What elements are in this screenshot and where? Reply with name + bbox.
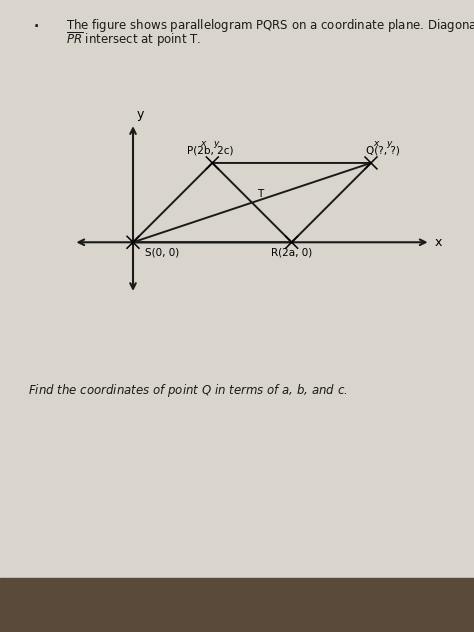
Text: T: T xyxy=(257,188,263,198)
Text: y: y xyxy=(136,108,144,121)
Text: x: x xyxy=(435,236,442,249)
Text: P(2b, 2c): P(2b, 2c) xyxy=(187,146,234,156)
Text: R(2a, 0): R(2a, 0) xyxy=(271,247,312,257)
Text: $\overline{PR}$ intersect at point T.: $\overline{PR}$ intersect at point T. xyxy=(66,30,202,49)
Text: .: . xyxy=(33,16,38,30)
Text: S(0, 0): S(0, 0) xyxy=(145,247,179,257)
Bar xyxy=(0,578,474,632)
Text: Find the coordinates of point $Q$ in terms of $a$, $b$, and $c$.: Find the coordinates of point $Q$ in ter… xyxy=(28,382,348,399)
Text: The figure shows parallelogram PQRS on a coordinate plane. Diagonals $\overline{: The figure shows parallelogram PQRS on a… xyxy=(66,16,474,35)
Text: x   y: x y xyxy=(201,139,220,148)
Text: x   y: x y xyxy=(373,139,392,148)
Text: Q(?, ?): Q(?, ?) xyxy=(366,146,400,156)
